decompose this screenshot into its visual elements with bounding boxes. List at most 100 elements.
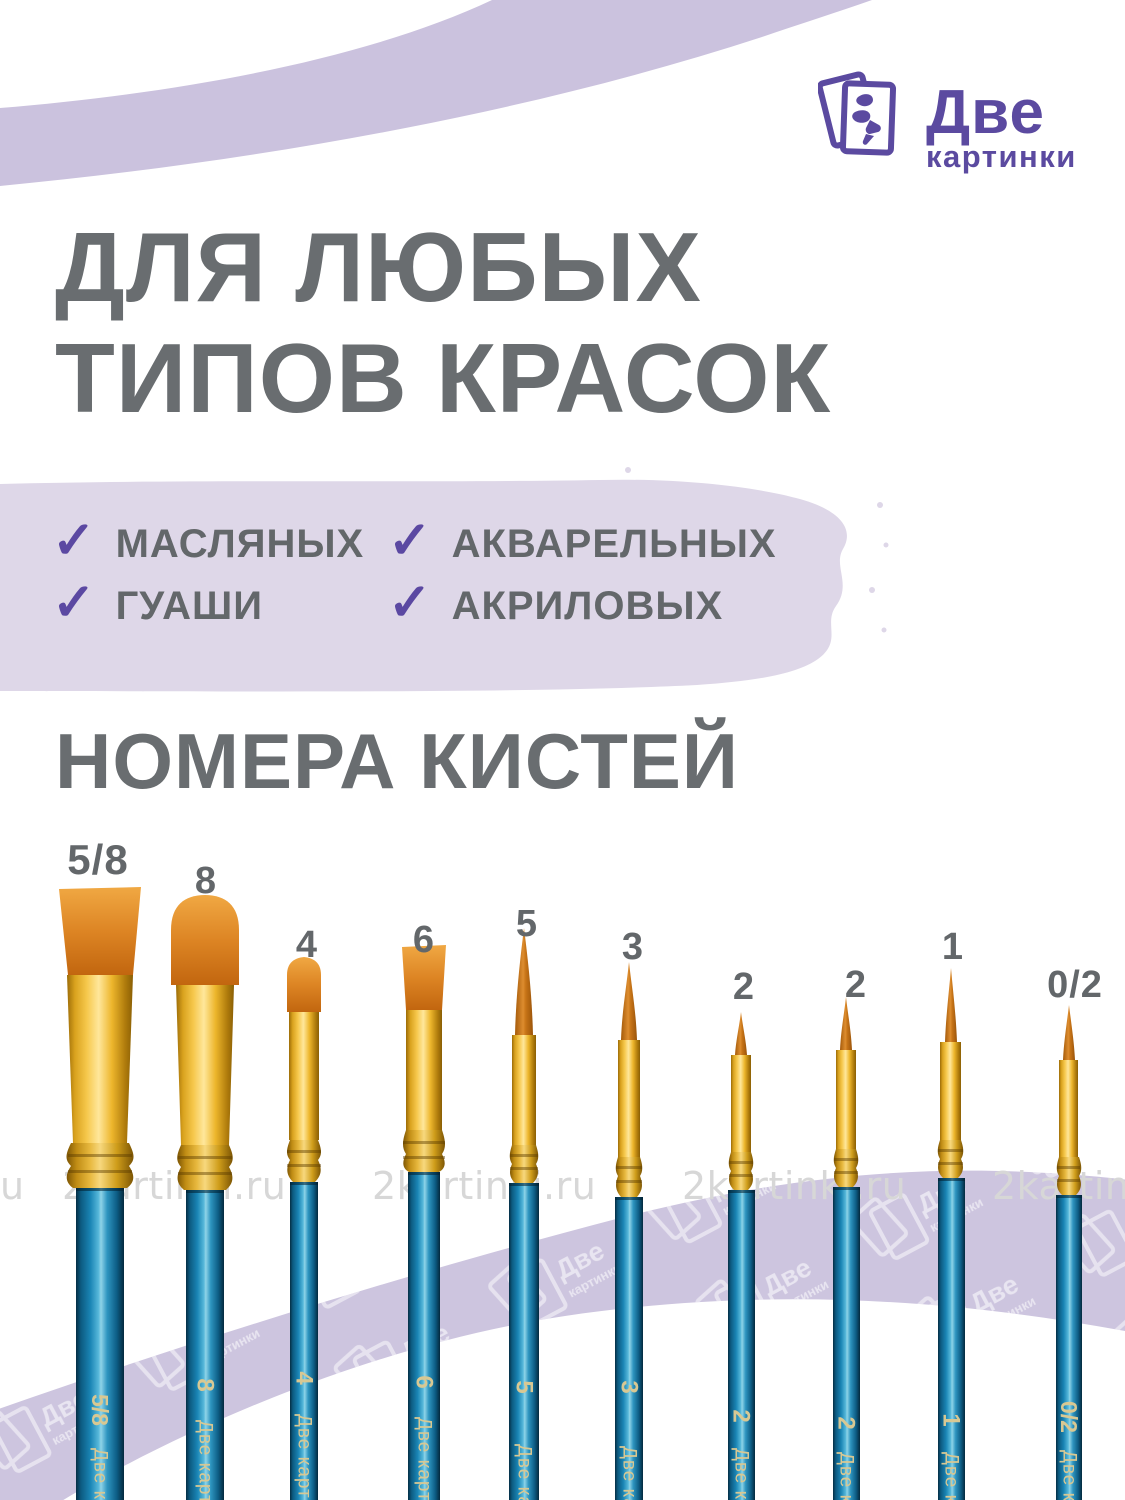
paint-type-item-oil: ✓ МАСЛЯНЫХ (52, 512, 365, 570)
handle-brand-print: Две картинки (414, 1417, 435, 1500)
brush-2a: 2 Две картинки (728, 1012, 755, 1500)
brush-size-label: 1 (941, 926, 965, 968)
ferrule (618, 1040, 640, 1157)
bristles (171, 895, 239, 985)
handle (408, 1172, 440, 1500)
brush-size-label: 6 (412, 919, 436, 961)
bristles (621, 962, 637, 1040)
page-title: ДЛЯ ЛЮБЫХ ТИПОВ КРАСОК (55, 212, 831, 434)
paint-type-item-watercolor: ✓ АКВАРЕЛЬНЫХ (388, 512, 777, 570)
brush-0-2: 0/2 Две картинки (1056, 1005, 1082, 1500)
brush-5-8: 5/8 Две картинки (59, 887, 141, 1500)
handle-size-print: 0/2 (1056, 1401, 1082, 1433)
checklist-band (0, 467, 889, 692)
bristles (402, 945, 446, 1010)
handle-size-print: 2 (833, 1416, 860, 1429)
handle (76, 1188, 124, 1500)
ferrule-crimp (287, 1140, 321, 1182)
section-title: НОМЕРА КИСТЕЙ (55, 717, 739, 805)
bristles (945, 968, 957, 1042)
checkmark-icon: ✓ (52, 574, 96, 632)
ferrule-crimp (833, 1149, 859, 1187)
bristles (515, 928, 533, 1035)
ferrule (406, 1010, 442, 1130)
handle-size-print: 4 (291, 1371, 318, 1385)
brush-size-label: 5/8 (67, 836, 129, 883)
brush-8: 8 Две картинки (171, 895, 239, 1500)
brand-logo-icon (818, 71, 897, 156)
handle-brand-print: Две картинки (90, 1448, 111, 1500)
paint-type-item-acrylic: ✓ АКРИЛОВЫХ (388, 574, 724, 632)
bristles (287, 957, 321, 1012)
brush-size-label: 0/2 (1047, 964, 1103, 1006)
brush-3: 3 Две картинки (615, 962, 643, 1500)
watermark-text: 2kartinki.ru (372, 1164, 596, 1208)
checkmark-icon: ✓ (388, 512, 432, 570)
paint-type-label: МАСЛЯНЫХ (115, 521, 365, 566)
handle-size-print: 3 (616, 1380, 643, 1393)
handle-brand-print: Две картинки (731, 1448, 752, 1500)
handle-brand-print: Две картинки (514, 1444, 535, 1500)
paint-type-item-gouache: ✓ ГУАШИ (52, 574, 263, 632)
ferrule (1059, 1060, 1078, 1157)
ferrule-crimp (728, 1152, 754, 1190)
handle (290, 1182, 318, 1500)
brush-2b: 2 Две картинки (833, 997, 860, 1500)
ferrule-crimp (177, 1145, 233, 1190)
handle (833, 1187, 860, 1500)
brand-name: Две (926, 78, 1045, 147)
ferrule-crimp (1056, 1157, 1082, 1195)
brush-4: 4 Две картинки (287, 957, 321, 1500)
handle-size-print: 5/8 (87, 1394, 113, 1426)
handle (938, 1178, 965, 1500)
ferrule (731, 1055, 751, 1152)
top-swoosh (0, 0, 872, 186)
ferrule-crimp (66, 1143, 134, 1188)
brush-size-label: 4 (295, 924, 319, 966)
handle-brand-print: Две картинки (941, 1452, 962, 1500)
ferrule (836, 1050, 856, 1149)
handle-size-print: 6 (411, 1375, 438, 1388)
ferrule (940, 1042, 961, 1140)
brush-size-label: 3 (621, 926, 645, 968)
handle (615, 1197, 643, 1500)
handle (186, 1190, 224, 1500)
checkmark-icon: ✓ (52, 512, 96, 570)
handle-brand-print: Две картинки (619, 1446, 640, 1500)
brush-size-label: 8 (194, 860, 218, 902)
brand-name-sub: картинки (926, 139, 1077, 174)
brush-6: 6 Две картинки (402, 945, 446, 1500)
ferrule-crimp (509, 1145, 539, 1183)
ferrule-crimp (403, 1130, 445, 1172)
ferrule (289, 1012, 319, 1140)
bristles (735, 1012, 747, 1055)
brush-size-label: 5 (515, 903, 539, 945)
brush-squiggle-icon (852, 94, 881, 145)
paint-type-label: АКВАРЕЛЬНЫХ (451, 521, 777, 566)
handle (1056, 1195, 1082, 1500)
handle-size-print: 2 (728, 1409, 755, 1422)
ferrule (67, 975, 133, 1143)
ferrule-crimp (615, 1157, 643, 1197)
brush-size-label: 2 (844, 964, 868, 1006)
ferrule (512, 1035, 536, 1145)
handle-size-print: 8 (192, 1378, 219, 1391)
brush-size-label: 2 (732, 966, 756, 1008)
paint-type-label: ГУАШИ (115, 583, 263, 628)
handle-size-print: 1 (938, 1413, 965, 1426)
brand-logo: Две картинки (818, 70, 1108, 180)
handle (509, 1183, 539, 1500)
handle-size-print: 5 (511, 1380, 538, 1393)
bristles (840, 997, 852, 1050)
bristles (59, 887, 141, 975)
handle-brand-print: Две картинки (1059, 1450, 1080, 1500)
paint-type-label: АКРИЛОВЫХ (451, 583, 724, 628)
brush-1: 1 Две картинки (937, 968, 965, 1500)
handle-brand-print: Две картинки (294, 1414, 315, 1500)
watermark-text: 2kartinki.ru (682, 1164, 906, 1208)
checkmark-icon: ✓ (388, 574, 432, 632)
ferrule-crimp (937, 1140, 964, 1178)
handle (728, 1190, 755, 1500)
